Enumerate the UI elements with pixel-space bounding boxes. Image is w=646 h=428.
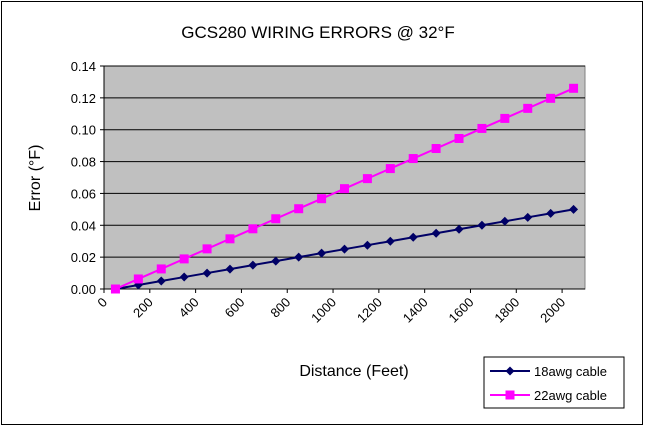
data-point <box>408 154 418 164</box>
data-point <box>225 264 235 274</box>
data-point <box>294 204 304 214</box>
data-point <box>431 144 441 154</box>
x-tick-label: 1200 <box>354 295 385 326</box>
data-point <box>569 204 579 214</box>
legend-marker <box>505 390 515 400</box>
x-axis-label: Distance (Feet) <box>299 363 408 380</box>
y-tick-label: 0.04 <box>71 218 96 233</box>
data-point <box>523 103 533 113</box>
y-tick-label: 0.14 <box>71 59 96 74</box>
x-tick-label: 1600 <box>446 295 477 326</box>
data-point <box>179 254 189 264</box>
data-point <box>340 244 349 254</box>
y-axis-label: Error (°F) <box>27 145 44 212</box>
legend-marker <box>505 366 515 376</box>
data-point <box>294 252 304 262</box>
data-point <box>271 214 281 224</box>
x-tick-label: 800 <box>267 295 293 321</box>
legend: 18awg cable 22awg cable <box>483 356 625 409</box>
data-point <box>225 234 235 244</box>
x-tick-label: 1000 <box>308 295 339 326</box>
y-tick-label: 0.06 <box>71 186 96 201</box>
data-point <box>385 236 395 246</box>
data-point <box>385 164 395 174</box>
data-point <box>317 248 327 258</box>
data-point <box>271 256 281 266</box>
data-point <box>477 220 487 230</box>
x-tick-layer: 0 200 400 600 800 1000 1200 1400 1600 1800 2000 <box>94 289 568 326</box>
data-point <box>156 276 166 286</box>
y-tick-layer: 0.00 0.02 0.04 0.06 0.08 0.10 0.12 0.14 <box>71 59 104 297</box>
y-tick-label: 0.00 <box>71 282 96 297</box>
legend-label: 22awg cable <box>534 388 607 403</box>
data-point <box>202 268 212 278</box>
data-point <box>317 194 327 204</box>
data-point <box>179 272 189 282</box>
y-tick-label: 0.10 <box>71 123 96 138</box>
x-tick-label: 2000 <box>537 295 568 326</box>
data-point <box>500 113 510 123</box>
x-tick-label: 600 <box>222 295 248 321</box>
data-point <box>546 93 556 103</box>
data-point <box>500 216 510 226</box>
x-tick-label: 0 <box>94 295 110 311</box>
y-tick-label: 0.08 <box>71 155 96 170</box>
data-point <box>362 240 372 250</box>
plot-area <box>103 65 586 290</box>
data-point <box>133 274 143 284</box>
y-tick-label: 0.02 <box>71 250 96 265</box>
x-tick-label: 400 <box>176 295 202 321</box>
data-point <box>202 244 212 254</box>
data-point <box>340 184 349 194</box>
x-tick-label: 200 <box>130 295 156 321</box>
x-tick-label: 1400 <box>400 295 431 326</box>
series-1 <box>110 204 579 294</box>
x-tick-label: 1800 <box>491 295 522 326</box>
data-point <box>454 133 464 143</box>
data-point <box>110 284 120 294</box>
data-point <box>431 228 441 238</box>
data-point <box>248 260 258 270</box>
y-tick-label: 0.12 <box>71 91 96 106</box>
data-point <box>156 264 166 274</box>
data-point <box>546 208 556 218</box>
data-point <box>477 123 487 133</box>
chart-title: GCS280 WIRING ERRORS @ 32°F <box>181 23 454 42</box>
data-point <box>408 232 418 242</box>
data-point <box>454 224 464 234</box>
data-point <box>569 83 579 93</box>
series-layer <box>110 83 579 294</box>
data-point <box>362 174 372 184</box>
data-point <box>523 212 533 222</box>
data-point <box>248 224 258 234</box>
series-2 <box>110 83 579 294</box>
legend-label: 18awg cable <box>534 364 607 379</box>
